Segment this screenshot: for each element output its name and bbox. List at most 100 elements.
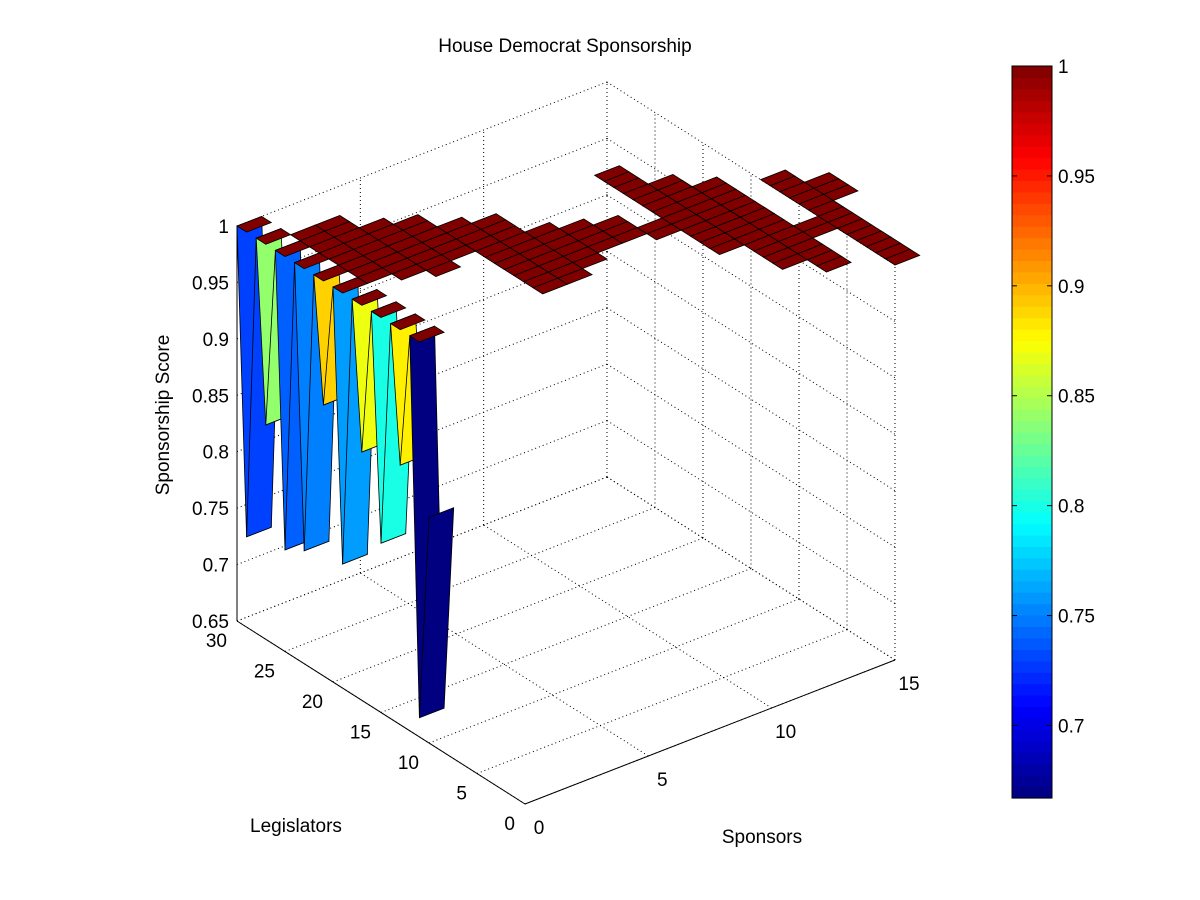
surface-cap: [389, 313, 426, 331]
colorbar-swatch: [1012, 226, 1052, 239]
colorbar-swatch: [1012, 603, 1052, 616]
colorbar-tick-label: 0.95: [1058, 167, 1095, 188]
colorbar-tick-label: 0.8: [1058, 497, 1084, 518]
x-tick-label: 15: [898, 674, 919, 695]
colorbar-swatch: [1012, 271, 1052, 284]
colorbar-swatch: [1012, 660, 1052, 673]
colorbar-swatch: [1012, 454, 1052, 467]
colorbar-tick-label: 0.75: [1058, 607, 1095, 628]
z-tick-label: 0.8: [203, 443, 229, 464]
y-tick-label: 15: [350, 723, 371, 744]
colorbar-swatch: [1012, 695, 1052, 708]
grid-line: [236, 81, 608, 227]
colorbar-swatch: [1012, 191, 1052, 204]
colorbar-swatch: [1012, 340, 1052, 353]
colorbar-swatch: [1012, 626, 1052, 639]
colorbar-swatch: [1012, 786, 1052, 799]
grid-line: [606, 363, 896, 548]
y-tick-label: 25: [254, 662, 275, 683]
z-tick-label: 0.9: [203, 330, 229, 351]
z-tick-label: 0.95: [192, 273, 229, 294]
y-tick-label: 10: [398, 753, 419, 774]
surface-cell: [425, 260, 462, 277]
colorbar-swatch: [1012, 557, 1052, 570]
x-axis-line: [524, 659, 896, 805]
colorbar-swatch: [1012, 123, 1052, 136]
colorbar-swatch: [1012, 237, 1052, 250]
colorbar-swatch: [1012, 729, 1052, 742]
colorbar-swatch: [1012, 260, 1052, 273]
grid-line: [606, 250, 896, 435]
colorbar-swatch: [1012, 409, 1052, 422]
colorbar-swatch: [1012, 100, 1052, 113]
colorbar-swatch: [1012, 203, 1052, 216]
y-axis-label: Legislators: [250, 816, 342, 837]
colorbar-swatch: [1012, 489, 1052, 502]
chart-title: House Democrat Sponsorship: [438, 36, 691, 57]
colorbar-tick-label: 1: [1058, 57, 1069, 78]
colorbar-swatch: [1012, 397, 1052, 410]
z-tick-label: 0.7: [203, 556, 229, 577]
colorbar-swatch: [1012, 512, 1052, 525]
surface-cap: [236, 215, 273, 233]
colorbar-swatch: [1012, 752, 1052, 765]
grid-line: [606, 307, 896, 492]
colorbar-swatch: [1012, 317, 1052, 330]
colorbar-swatch: [1012, 466, 1052, 479]
surface-cell: [532, 277, 569, 295]
colorbar-tick-label: 0.7: [1058, 716, 1084, 737]
colorbar-swatch: [1012, 363, 1052, 376]
colorbar-swatch: [1012, 443, 1052, 456]
colorbar-swatch: [1012, 775, 1052, 788]
z-tick-label: 0.85: [192, 386, 229, 407]
surface-cell: [816, 255, 852, 273]
colorbar-swatch: [1012, 283, 1052, 296]
grid-line: [606, 138, 896, 322]
colorbar-swatch: [1012, 329, 1052, 342]
colorbar-swatch: [1012, 111, 1052, 124]
grid-line: [606, 476, 896, 661]
colorbar-swatch: [1012, 180, 1052, 193]
colorbar-swatch: [1012, 717, 1052, 730]
colorbar-frame: [1011, 65, 1053, 799]
colorbar-swatch: [1012, 649, 1052, 662]
colorbar-tick-label: 0.85: [1058, 387, 1095, 408]
colorbar-swatch: [1012, 523, 1052, 536]
surface-cap: [370, 301, 407, 318]
colorbar-swatch: [1012, 615, 1052, 628]
colorbar-swatch: [1012, 683, 1052, 696]
surface-cap: [351, 289, 388, 306]
grid-line: [428, 598, 800, 744]
y-tick-label: 30: [206, 631, 227, 652]
colorbar-swatch: [1012, 351, 1052, 364]
y-tick-label: 0: [504, 814, 515, 835]
y-axis-line: [236, 620, 526, 805]
colorbar-swatch: [1012, 580, 1052, 593]
colorbar-swatch: [1012, 740, 1052, 753]
y-tick-label: 5: [456, 784, 467, 805]
z-tick-label: 0.65: [192, 612, 229, 633]
grid-line: [606, 420, 896, 604]
colorbar-swatch: [1012, 637, 1052, 650]
colorbar: 0.7 0.75 0.8 0.85 0.9 0.95 1: [1011, 57, 1095, 799]
colorbar-swatch: [1012, 168, 1052, 181]
x-axis-label: Sponsors: [722, 827, 802, 848]
colorbar-swatch: [1012, 500, 1052, 513]
colorbar-swatch: [1012, 77, 1052, 90]
colorbar-swatch: [1012, 477, 1052, 490]
colorbar-swatch: [1012, 763, 1052, 776]
colorbar-swatch: [1012, 88, 1052, 101]
colorbar-swatch: [1012, 374, 1052, 387]
colorbar-swatch: [1012, 157, 1052, 170]
colorbar-swatch: [1012, 146, 1052, 159]
grid-line: [284, 507, 656, 652]
colorbar-swatch: [1012, 306, 1052, 319]
colorbar-swatch: [1012, 134, 1052, 147]
surface-cell: [884, 248, 921, 266]
colorbar-swatch: [1012, 706, 1052, 719]
colorbar-swatch: [1012, 420, 1052, 433]
surface-strip: [418, 507, 455, 719]
surface-cap: [408, 325, 445, 343]
x-tick-label: 5: [657, 770, 668, 791]
